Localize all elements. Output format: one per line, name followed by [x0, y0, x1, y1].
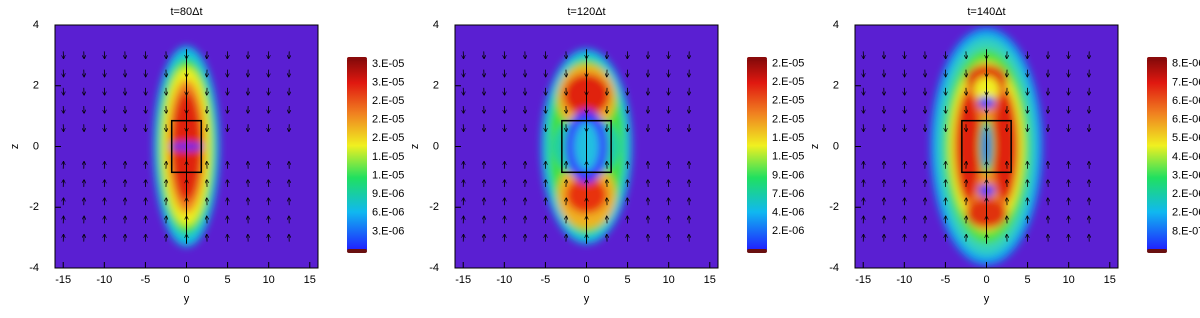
x-tick-label: -5 — [941, 274, 951, 286]
x-axis-label: y — [184, 293, 190, 305]
colorbar — [347, 60, 367, 250]
colorbar-tick-label: 3.E-06 — [1172, 169, 1200, 181]
x-tick-label: -10 — [496, 274, 512, 286]
colorbar-tick-label: 2.E-06 — [1172, 188, 1200, 200]
x-tick-label: 15 — [304, 274, 316, 286]
x-tick-label: -15 — [55, 274, 71, 286]
x-tick-label: 15 — [704, 274, 716, 286]
x-tick-label: 10 — [263, 274, 275, 286]
colorbar-tick-label: 7.E-06 — [772, 188, 804, 200]
x-axis-label: y — [984, 293, 990, 305]
field — [855, 25, 1118, 268]
y-axis-label: z — [809, 144, 821, 150]
y-tick-label: 2 — [33, 80, 39, 92]
x-tick-label: -10 — [96, 274, 112, 286]
y-axis-label: z — [9, 144, 21, 150]
colorbar-tick-label: 3.E-05 — [372, 76, 404, 88]
colorbar-cap-bottom — [347, 249, 367, 253]
panel-title: t=140Δt — [967, 6, 1005, 18]
colorbar-tick-label: 2.E-05 — [772, 57, 804, 69]
y-tick-label: 0 — [433, 140, 439, 152]
y-tick-label: -4 — [829, 262, 839, 274]
colorbar-tick-label: 3.E-05 — [372, 58, 404, 70]
x-tick-label: 10 — [1063, 274, 1075, 286]
colorbar-tick-label: 8.E-07 — [1172, 225, 1200, 237]
field — [55, 25, 318, 268]
y-tick-label: 2 — [433, 80, 439, 92]
colorbar — [747, 60, 767, 250]
colorbar-cap-bottom — [1147, 249, 1167, 253]
x-tick-label: 5 — [1025, 274, 1031, 286]
x-tick-label: -10 — [896, 274, 912, 286]
colorbar-tick-label: 2.E-05 — [372, 132, 404, 144]
colorbar-tick-label: 1.E-05 — [772, 151, 804, 163]
colorbar-tick-label: 6.E-06 — [1172, 114, 1200, 126]
colorbar-tick-label: 2.E-05 — [772, 95, 804, 107]
colorbar-tick-label: 7.E-06 — [1172, 76, 1200, 88]
colorbar-tick-label: 2.E-05 — [372, 114, 404, 126]
contour — [992, 92, 1017, 201]
y-tick-label: 2 — [833, 80, 839, 92]
x-tick-label: 15 — [1104, 274, 1116, 286]
y-axis-label: z — [409, 144, 421, 150]
colorbar-tick-label: 4.E-06 — [1172, 151, 1200, 163]
y-tick-label: -4 — [29, 262, 39, 274]
colorbar-tick-label: 4.E-06 — [772, 207, 804, 219]
y-tick-label: -2 — [29, 201, 39, 213]
field — [455, 25, 718, 268]
colorbar-tick-label: 6.E-06 — [372, 207, 404, 219]
colorbar-tick-label: 6.E-06 — [1172, 95, 1200, 107]
colorbar-tick-label: 1.E-05 — [372, 169, 404, 181]
colorbar-tick-label: 9.E-06 — [372, 188, 404, 200]
x-axis-label: y — [584, 293, 590, 305]
x-tick-label: 5 — [625, 274, 631, 286]
contour — [956, 92, 981, 201]
colorbar-tick-label: 1.E-05 — [772, 132, 804, 144]
x-tick-label: 10 — [663, 274, 675, 286]
y-tick-label: -2 — [829, 201, 839, 213]
y-tick-label: 4 — [33, 19, 39, 31]
panel: t=120Δt y z -15 -10 -5 0 5 10 15 -4 -2 0 2 4 2.E-06 4.E-… — [409, 6, 805, 305]
colorbar-cap-bottom — [747, 249, 767, 253]
x-tick-label: 0 — [583, 274, 589, 286]
y-tick-label: 0 — [833, 140, 839, 152]
y-tick-label: 0 — [33, 140, 39, 152]
colorbar-tick-label: 5.E-06 — [1172, 132, 1200, 144]
colorbar-tick-label: 8.E-06 — [1172, 58, 1200, 70]
colorbar-tick-label: 2.E-05 — [772, 76, 804, 88]
x-tick-label: -15 — [455, 274, 471, 286]
x-tick-label: -15 — [855, 274, 871, 286]
panel: t=140Δt y z -15 -10 -5 0 5 10 15 -4 -2 0 2 4 8.E-07 2.E-… — [809, 6, 1200, 305]
y-tick-label: 4 — [833, 19, 839, 31]
panel-title: t=80Δt — [170, 6, 202, 18]
colorbar-tick-label: 2.E-06 — [1172, 207, 1200, 219]
colorbar-tick-label: 2.E-06 — [772, 225, 804, 237]
y-tick-label: -4 — [429, 262, 439, 274]
colorbar-tick-label: 2.E-05 — [772, 113, 804, 125]
colorbar-cap-top — [347, 57, 367, 61]
panel: t=80Δt y z -15 -10 -5 0 5 10 15 -4 -2 0 2 4 3.E-06 6.E-0… — [9, 6, 405, 305]
colorbar-tick-label: 2.E-05 — [372, 95, 404, 107]
x-tick-label: -5 — [141, 274, 151, 286]
colorbar — [1147, 60, 1167, 250]
x-tick-label: 0 — [983, 274, 989, 286]
x-tick-label: 0 — [183, 274, 189, 286]
colorbar-cap-top — [747, 57, 767, 61]
panel-title: t=120Δt — [567, 6, 605, 18]
colorbar-tick-label: 9.E-06 — [772, 169, 804, 181]
colorbar-cap-top — [1147, 57, 1167, 61]
colorbar-tick-label: 1.E-05 — [372, 151, 404, 163]
y-tick-label: -2 — [429, 201, 439, 213]
colorbar-tick-label: 3.E-06 — [372, 225, 404, 237]
x-tick-label: 5 — [225, 274, 231, 286]
x-tick-label: -5 — [541, 274, 551, 286]
y-tick-label: 4 — [433, 19, 439, 31]
